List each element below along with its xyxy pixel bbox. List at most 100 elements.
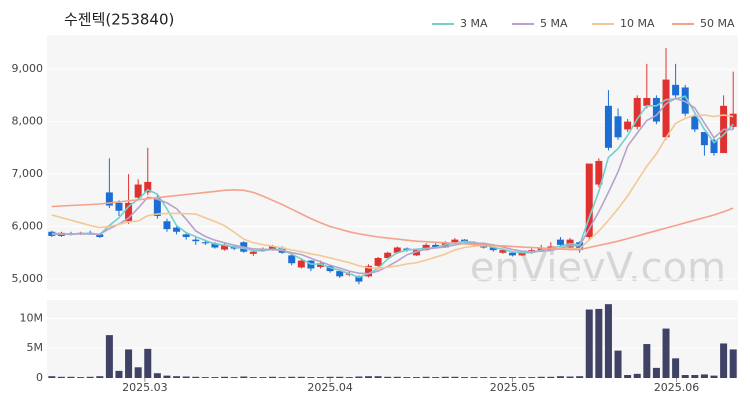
y-tick-label: 6,000 bbox=[12, 220, 44, 233]
legend-label: 5 MA bbox=[540, 17, 568, 30]
candle-body bbox=[508, 252, 516, 256]
volume-bar bbox=[317, 377, 325, 378]
price-panel bbox=[47, 35, 738, 290]
volume-bar bbox=[662, 328, 670, 378]
volume-bar bbox=[681, 375, 689, 378]
candle-body bbox=[153, 197, 161, 217]
candle-body bbox=[134, 184, 142, 198]
candle-body bbox=[393, 247, 401, 253]
candle-body bbox=[297, 260, 305, 268]
volume-bar bbox=[211, 377, 219, 378]
volume-bar bbox=[336, 376, 344, 378]
volume-bar bbox=[499, 377, 507, 378]
volume-bar bbox=[297, 376, 305, 378]
volume-bar bbox=[259, 377, 267, 378]
candle-body bbox=[432, 244, 440, 248]
volume-bar bbox=[614, 350, 622, 378]
volume-bar bbox=[432, 377, 440, 378]
ma-line bbox=[51, 114, 734, 270]
y-tick-label: 0 bbox=[36, 371, 43, 384]
volume-bar bbox=[153, 373, 161, 378]
candle-body bbox=[221, 244, 229, 250]
volume-bar bbox=[86, 376, 94, 378]
volume-bar bbox=[230, 377, 238, 378]
volume-bar bbox=[556, 376, 564, 378]
candle-body bbox=[173, 227, 181, 232]
y-tick-label: 9,000 bbox=[12, 62, 44, 75]
candle-body bbox=[585, 163, 593, 238]
volume-bar bbox=[451, 376, 459, 378]
volume-bar bbox=[720, 343, 728, 378]
volume-bar bbox=[384, 376, 392, 378]
volume-bar bbox=[365, 376, 373, 378]
volume-bar bbox=[480, 377, 488, 378]
y-tick-label: 5,000 bbox=[12, 272, 44, 285]
candle-body bbox=[595, 160, 603, 185]
candle-body bbox=[259, 249, 267, 251]
volume-bar bbox=[518, 377, 526, 378]
volume-panel bbox=[47, 300, 738, 378]
ma-line bbox=[51, 95, 734, 279]
candle-body bbox=[672, 84, 680, 96]
candle-body bbox=[105, 192, 113, 206]
candle-body bbox=[384, 252, 392, 258]
candle-body bbox=[729, 113, 737, 127]
volume-bar bbox=[125, 349, 133, 378]
candle-body bbox=[336, 271, 344, 277]
volume-bar bbox=[576, 376, 584, 378]
candle-body bbox=[125, 202, 133, 222]
x-tick-label: 2025.05 bbox=[490, 381, 536, 394]
candle-body bbox=[163, 221, 171, 230]
candle-body bbox=[317, 263, 325, 267]
y-tick-label: 7,000 bbox=[12, 167, 44, 180]
volume-bar bbox=[326, 376, 334, 378]
y-tick-label: 5M bbox=[27, 341, 44, 354]
candle-body bbox=[249, 251, 257, 254]
volume-bar bbox=[547, 376, 555, 378]
volume-bar bbox=[691, 375, 699, 378]
volume-bar bbox=[700, 374, 708, 378]
volume-bar bbox=[288, 376, 296, 378]
volume-bar bbox=[508, 377, 516, 378]
volume-bar bbox=[355, 376, 363, 378]
candle-body bbox=[556, 239, 564, 245]
watermark: enVievV.com bbox=[470, 245, 726, 291]
volume-bar bbox=[201, 377, 209, 378]
volume-bar bbox=[173, 376, 181, 378]
volume-bar bbox=[652, 367, 660, 378]
candle-body bbox=[633, 97, 641, 127]
candle-body bbox=[662, 79, 670, 138]
volume-bar bbox=[163, 375, 171, 378]
volume-bar bbox=[470, 377, 478, 378]
volume-bar bbox=[134, 367, 142, 378]
volume-bar bbox=[221, 376, 229, 378]
candle-body bbox=[604, 105, 612, 148]
chart-title: 수젠텍(253840) bbox=[64, 11, 174, 29]
candle-body bbox=[700, 132, 708, 146]
volume-bar bbox=[412, 377, 420, 378]
candle-body bbox=[182, 234, 190, 238]
volume-bar bbox=[115, 370, 123, 378]
volume-bar bbox=[48, 376, 56, 378]
candle-body bbox=[96, 234, 104, 238]
candle-body bbox=[537, 247, 545, 251]
candle-body bbox=[643, 97, 651, 106]
candle-body bbox=[451, 239, 459, 243]
candle-body bbox=[144, 181, 152, 193]
x-tick-label: 2025.04 bbox=[307, 381, 353, 394]
legend-label: 50 MA bbox=[700, 17, 735, 30]
candle-body bbox=[211, 243, 219, 248]
volume-bar bbox=[672, 358, 680, 378]
candle-body bbox=[422, 244, 430, 251]
volume-bar bbox=[57, 376, 65, 378]
volume-bar bbox=[345, 377, 353, 378]
candle-body bbox=[374, 257, 382, 266]
candle-body bbox=[365, 265, 373, 277]
volume-bar bbox=[489, 377, 497, 378]
candle-body bbox=[489, 247, 497, 251]
volume-bar bbox=[374, 376, 382, 378]
volume-bar bbox=[307, 377, 315, 378]
volume-bar bbox=[278, 377, 286, 378]
y-tick-label: 8,000 bbox=[12, 115, 44, 128]
